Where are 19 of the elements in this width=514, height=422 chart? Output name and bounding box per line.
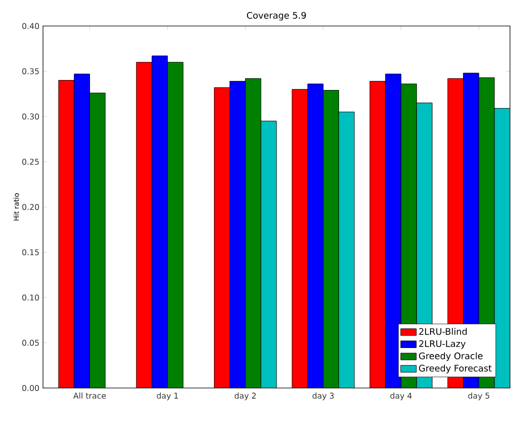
bar [322, 90, 340, 388]
legend-label: 2LRU-Blind [419, 328, 467, 335]
bar [307, 84, 324, 388]
bar [74, 74, 90, 388]
legend-label: 2LRU-Lazy [419, 340, 466, 349]
bar [385, 74, 402, 388]
bar [230, 81, 246, 388]
legend-label: Greedy Oracle [419, 352, 483, 362]
bar [152, 56, 168, 388]
bar [89, 92, 106, 388]
chart-title: Coverage 5.9 [246, 12, 306, 20]
bar [167, 62, 184, 388]
bar [245, 78, 261, 388]
legend-label: Greedy Forecast [419, 364, 492, 374]
bar [136, 62, 152, 388]
bar [292, 89, 308, 388]
bar [370, 80, 386, 388]
bar [214, 88, 230, 388]
bar [58, 80, 74, 388]
